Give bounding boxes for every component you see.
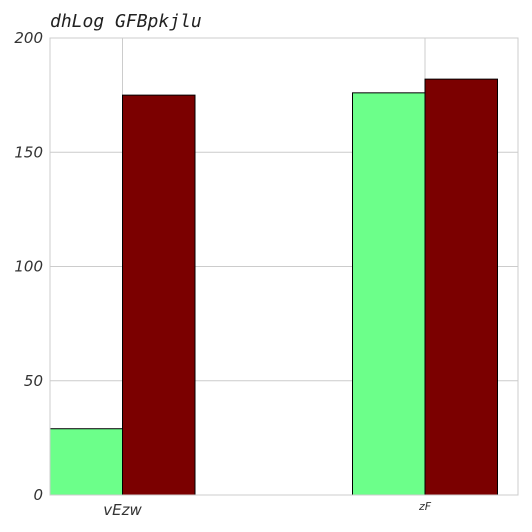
y-axis-ticks: 0 50 100 150 200 [14,29,43,504]
x-tick-label: zF [418,500,432,513]
plot-frame [49,37,519,496]
x-tick-label: vEzw [103,501,142,519]
y-tick-label: 0 [33,486,43,504]
chart-title: dhLog GFBpkjlu [50,11,202,32]
y-tick-label: 50 [24,372,43,390]
bar-layer [49,78,498,496]
bar-vEzw-series-2 [122,94,196,496]
bar-vEzw-series-1 [49,428,123,496]
y-tick-label: 150 [14,143,43,161]
y-tick-label: 200 [14,29,43,47]
bar-zF-series-2 [424,78,498,496]
y-tick-label: 100 [14,258,43,276]
x-axis-ticks: vEzw zF [103,500,431,519]
bar-zF-series-1 [352,92,426,496]
